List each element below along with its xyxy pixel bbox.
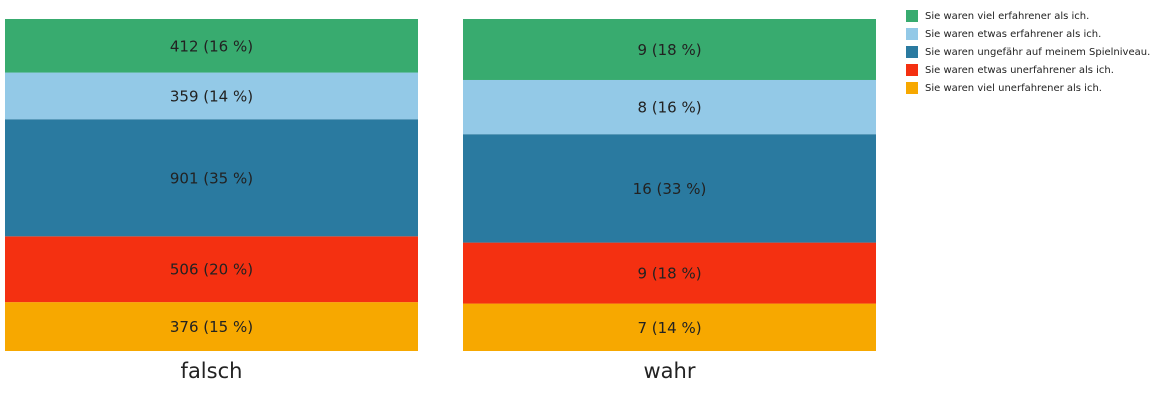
value-label: 16 (33 %) bbox=[633, 180, 707, 198]
bar-segment bbox=[5, 236, 418, 303]
bar-segment bbox=[463, 242, 876, 304]
value-label: 359 (14 %) bbox=[170, 87, 253, 105]
legend-swatch bbox=[906, 28, 918, 40]
legend-label: Sie waren etwas unerfahrener als ich. bbox=[925, 65, 1114, 76]
bar-segment bbox=[5, 72, 418, 120]
value-label: 9 (18 %) bbox=[637, 265, 701, 283]
legend-swatch bbox=[906, 64, 918, 76]
legend-swatch bbox=[906, 82, 918, 94]
bar-segment bbox=[5, 302, 418, 351]
value-label: 8 (16 %) bbox=[637, 99, 701, 117]
bar-segment bbox=[5, 119, 418, 237]
value-label: 412 (16 %) bbox=[170, 37, 253, 55]
x-tick-label: wahr bbox=[644, 359, 696, 383]
value-label: 9 (18 %) bbox=[637, 41, 701, 59]
bar-segment bbox=[5, 19, 418, 73]
value-label: 376 (15 %) bbox=[170, 318, 253, 336]
bar-segment bbox=[463, 303, 876, 351]
legend-swatch bbox=[906, 46, 918, 58]
legend-swatch bbox=[906, 10, 918, 22]
x-tick-label: falsch bbox=[181, 359, 243, 383]
legend-label: Sie waren viel unerfahrener als ich. bbox=[925, 83, 1102, 94]
bar-segment bbox=[463, 79, 876, 135]
value-label: 901 (35 %) bbox=[170, 169, 253, 187]
legend-label: Sie waren viel erfahrener als ich. bbox=[925, 11, 1089, 22]
bar-segment bbox=[463, 134, 876, 243]
bar-segment bbox=[463, 19, 876, 80]
legend-label: Sie waren etwas erfahrener als ich. bbox=[925, 29, 1101, 40]
legend-label: Sie waren ungefähr auf meinem Spielnivea… bbox=[925, 47, 1150, 58]
value-label: 7 (14 %) bbox=[637, 319, 701, 337]
value-label: 506 (20 %) bbox=[170, 261, 253, 279]
